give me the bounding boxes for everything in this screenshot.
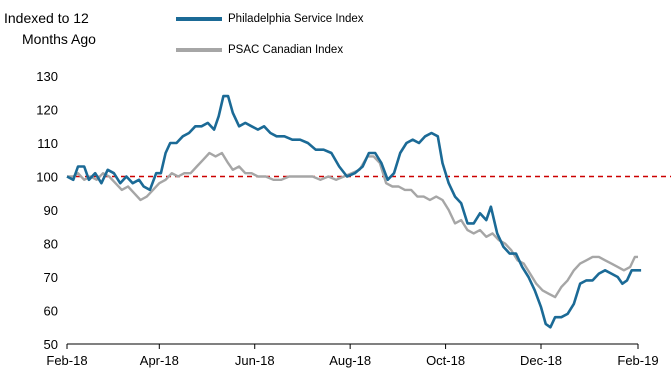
x-tick-label-Jun-18: Jun-18 <box>235 353 275 368</box>
y-tick-label-130: 130 <box>36 69 58 84</box>
y-axis: 50 60 70 80 90 100 110 120 130 <box>36 69 58 352</box>
y-tick-label-70: 70 <box>44 270 58 285</box>
legend-item-psac: PSAC Canadian Index <box>176 42 343 58</box>
x-tick-label-Apr-18: Apr-18 <box>140 353 179 368</box>
y-tick-label-50: 50 <box>44 337 58 352</box>
y-tick-label-120: 120 <box>36 103 58 118</box>
y-axis-label: Indexed to 12 Months Ago <box>4 8 96 50</box>
y-tick-label-110: 110 <box>37 136 58 151</box>
series-group <box>66 94 642 329</box>
y-tick-label-90: 90 <box>44 203 58 218</box>
x-tick-label-Feb-19: Feb-19 <box>617 353 658 368</box>
legend-item-philadelphia: Philadelphia Service Index <box>176 11 364 27</box>
x-tick-label-Feb-18: Feb-18 <box>46 353 87 368</box>
x-tick-label-Aug-18: Aug-18 <box>329 353 371 368</box>
series-line-philadelphia-service-index <box>66 94 642 329</box>
y-axis-label-line-2: Months Ago <box>22 31 96 47</box>
y-tick-label-80: 80 <box>44 237 58 252</box>
y-axis-label-line-1: Indexed to 12 <box>4 10 89 26</box>
legend-swatch-philadelphia <box>176 17 222 21</box>
legend-label-psac: PSAC Canadian Index <box>228 44 344 56</box>
x-tick-label-Oct-18: Oct-18 <box>426 353 465 368</box>
x-axis: Feb-18 Apr-18 Jun-18 Aug-18 Oct-18 Dec-18 Feb-… <box>46 343 659 368</box>
x-tick-label-Dec-18: Dec-18 <box>520 353 562 368</box>
legend-swatch-psac <box>176 48 222 52</box>
y-tick-label-60: 60 <box>44 304 58 319</box>
y-tick-label-100: 100 <box>36 170 58 185</box>
legend-label-philadelphia: Philadelphia Service Index <box>228 13 364 25</box>
